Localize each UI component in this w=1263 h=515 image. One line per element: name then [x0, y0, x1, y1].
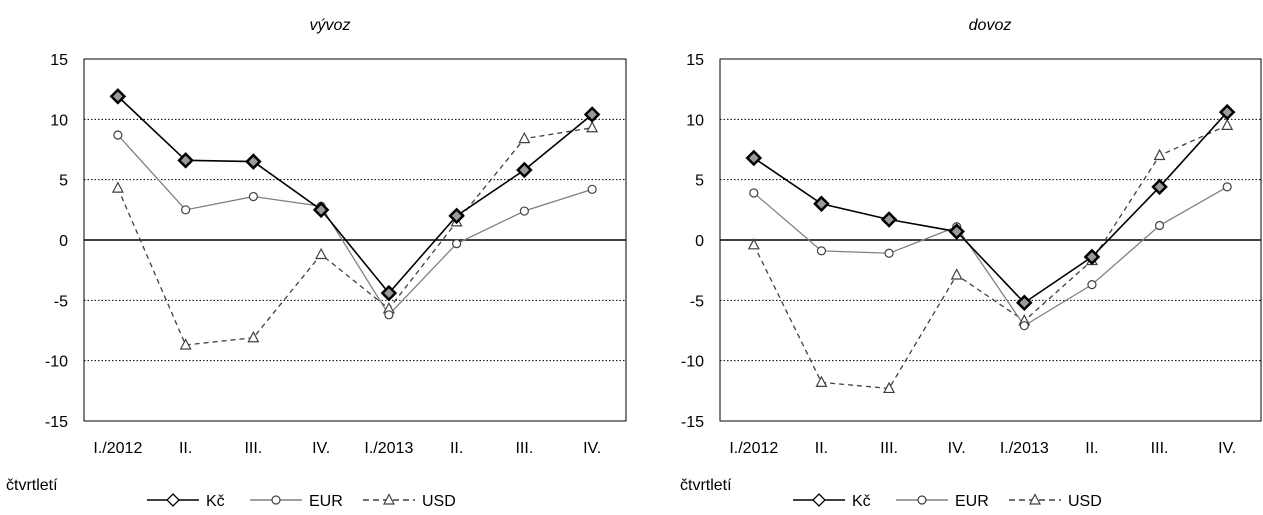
data-point-0 — [880, 211, 898, 228]
x-tick-label: IV. — [312, 440, 330, 457]
series-line-2 — [753, 124, 1228, 390]
series-line-0 — [753, 111, 1228, 304]
data-point-0 — [380, 284, 398, 302]
y-tick-label: -5 — [690, 293, 704, 310]
data-point-1 — [1019, 321, 1029, 331]
x-tick-label: III. — [880, 440, 898, 457]
data-point-1 — [113, 130, 123, 140]
legend-marker-2 — [1029, 493, 1041, 505]
x-tick-label: II. — [815, 440, 828, 457]
data-point-2 — [1221, 118, 1234, 130]
legend-label: USD — [1068, 493, 1102, 510]
x-tick-label: I./2013 — [364, 440, 413, 457]
legend-marker-2 — [383, 493, 395, 505]
series-line-0 — [117, 95, 593, 295]
x-tick-label: III. — [244, 440, 262, 457]
y-tick-label: -5 — [54, 293, 68, 310]
data-point-0 — [1151, 178, 1168, 196]
legend-label: EUR — [955, 493, 989, 510]
data-point-1 — [749, 188, 759, 198]
data-point-0 — [813, 195, 830, 213]
chart-title: vývoz — [310, 17, 351, 34]
y-tick-label: 0 — [59, 233, 68, 250]
legend-label: USD — [422, 493, 456, 510]
x-tick-label: I./2012 — [93, 440, 142, 457]
y-tick-label: 15 — [50, 52, 68, 69]
chart-panel-0: vývoz 15 10 5 0 -5 -10 -15 I./2012 II. III. IV. I./2… — [6, 17, 627, 510]
data-point-1 — [384, 310, 394, 320]
x-tick-label: II. — [179, 440, 192, 457]
x-tick-label: IV. — [948, 440, 966, 457]
y-tick-label: 5 — [695, 173, 704, 190]
x-tick-label: III. — [1151, 440, 1169, 457]
data-point-1 — [248, 191, 258, 202]
chart-title: dovoz — [969, 17, 1012, 34]
y-tick-label: 15 — [686, 52, 704, 69]
series-line-1 — [117, 134, 593, 316]
y-tick-label: -10 — [681, 354, 704, 371]
data-point-0 — [516, 161, 533, 179]
data-point-2 — [747, 238, 760, 250]
data-point-1 — [884, 248, 894, 258]
data-point-1 — [587, 184, 597, 194]
legend-marker-0 — [812, 493, 826, 507]
data-point-2 — [586, 120, 599, 133]
y-tick-label: 5 — [59, 173, 68, 190]
legend-marker-1 — [917, 495, 927, 505]
data-point-2 — [179, 338, 192, 350]
y-tick-label: -15 — [45, 414, 68, 431]
x-tick-label: IV. — [1218, 440, 1236, 457]
data-point-0 — [448, 207, 465, 225]
data-point-1 — [1087, 280, 1097, 290]
series-line-2 — [117, 127, 593, 346]
series-line-1 — [753, 186, 1228, 327]
y-tick-label: 10 — [50, 112, 68, 129]
y-tick-label: 10 — [686, 112, 704, 129]
y-tick-label: 0 — [695, 233, 704, 250]
legend-label: Kč — [852, 493, 871, 510]
x-tick-label: II. — [1085, 440, 1098, 457]
legend-label: EUR — [309, 493, 343, 510]
legend-marker-1 — [271, 495, 281, 505]
data-point-0 — [948, 223, 965, 240]
data-point-0 — [1016, 294, 1033, 312]
x-tick-label: IV. — [583, 440, 601, 457]
x-axis-label: čtvrtletí — [6, 477, 58, 494]
legend-marker-0 — [166, 493, 180, 507]
x-tick-label: III. — [515, 440, 533, 457]
y-tick-label: -10 — [45, 354, 68, 371]
data-point-1 — [816, 246, 827, 256]
data-point-1 — [519, 206, 529, 216]
data-point-0 — [245, 153, 262, 170]
data-point-2 — [883, 381, 896, 394]
data-point-2 — [518, 131, 531, 144]
x-tick-label: I./2013 — [1000, 440, 1049, 457]
chart-panel-1: dovoz 15 10 5 0 -5 -10 -15 I./2012 II. III. IV. I./2… — [680, 17, 1262, 510]
data-point-2 — [950, 268, 963, 280]
x-axis-label: čtvrtletí — [680, 477, 732, 494]
data-point-2 — [111, 181, 124, 193]
data-point-0 — [177, 152, 194, 169]
data-point-1 — [181, 205, 191, 215]
data-point-0 — [109, 88, 127, 105]
y-tick-label: -15 — [681, 414, 704, 431]
data-point-2 — [315, 247, 328, 260]
data-point-0 — [312, 201, 330, 219]
data-point-1 — [1154, 220, 1165, 231]
data-point-1 — [1222, 182, 1232, 192]
legend-label: Kč — [206, 493, 225, 510]
data-point-0 — [1083, 248, 1101, 266]
data-point-2 — [815, 375, 828, 387]
x-tick-label: I./2012 — [729, 440, 778, 457]
data-point-0 — [745, 149, 763, 167]
data-point-0 — [583, 106, 601, 123]
data-point-2 — [247, 330, 260, 343]
x-tick-label: II. — [450, 440, 463, 457]
data-point-0 — [1218, 103, 1236, 121]
data-point-2 — [1153, 148, 1166, 161]
data-point-1 — [452, 239, 462, 249]
